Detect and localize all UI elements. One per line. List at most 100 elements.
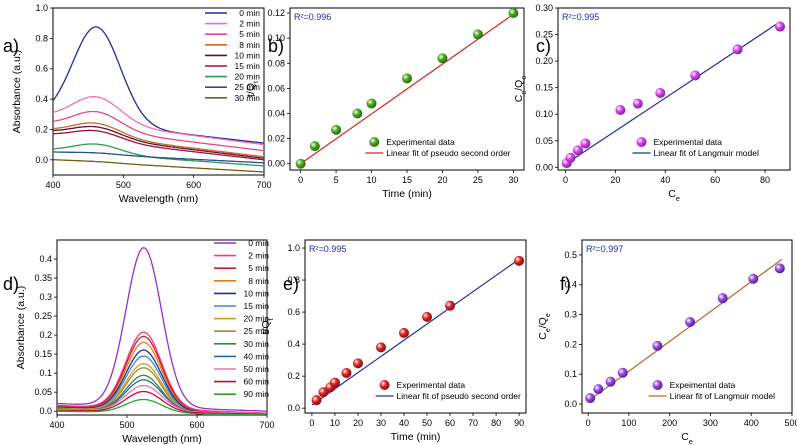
data-point — [437, 53, 448, 64]
legend-label: 20 min — [243, 314, 269, 324]
y-axis-label-text: C — [537, 332, 549, 340]
spectrum-line — [57, 390, 267, 415]
data-point — [732, 44, 743, 55]
plot-frame — [581, 239, 793, 414]
spectrum-line — [53, 96, 264, 146]
legend-label: Expeimental data — [670, 380, 736, 390]
y-tick-label: 0.4 — [287, 339, 300, 349]
legend-marker — [636, 137, 647, 147]
y-axis-label-sub: t — [253, 81, 260, 83]
x-tick-label: 300 — [703, 418, 718, 428]
y-tick-label: 0.06 — [267, 83, 285, 93]
y-tick-label: 0.2 — [564, 339, 577, 349]
y-axis-label-sub: e — [545, 328, 552, 332]
x-axis-label-text: Wavelength (nm) — [122, 433, 202, 445]
y-tick-label: 0.08 — [267, 58, 285, 68]
x-tick-label: 0 — [586, 418, 591, 428]
y-axis-label-sub: e — [521, 91, 528, 95]
spectrum-line — [53, 122, 264, 158]
data-point — [585, 393, 596, 404]
legend-marker — [652, 380, 663, 390]
x-axis-label-text: Time (min) — [382, 188, 432, 200]
legend-label: 60 min — [243, 377, 269, 387]
data-point — [617, 367, 628, 378]
fit-line — [311, 258, 520, 406]
legend-label: 0 min — [248, 238, 269, 248]
spectrum-line — [53, 159, 264, 173]
plot-area — [53, 26, 264, 173]
y-axis-label: Ce/Qe — [513, 76, 528, 103]
r2-annotation: R²=0.995 — [309, 244, 346, 254]
x-tick-label: 80 — [491, 418, 501, 428]
x-tick-label: 500 — [119, 420, 134, 430]
y-tick-label: 0.20 — [535, 56, 553, 66]
y-tick-label: 0.1 — [39, 368, 52, 378]
x-tick-label: 600 — [186, 180, 201, 190]
y-tick-label: 0.0 — [39, 406, 52, 416]
legend-label: Linear fit of Langmuir model — [654, 148, 759, 158]
y-tick-label: 0.02 — [267, 134, 285, 144]
data-point — [655, 87, 666, 98]
plot-area — [311, 255, 525, 406]
panel-f: 01002003004005000.00.10.20.30.40.5f)CeCe… — [537, 239, 797, 445]
panel-b: 0 5 10 15 20 25 30 0.00 0.02 0.04 0.06 0.08 0.10 0.12… — [245, 7, 525, 200]
x-axis-label-sub: e — [689, 439, 693, 445]
spectrum-line — [53, 151, 264, 164]
x-tick-label: 60 — [445, 418, 455, 428]
y-tick-label: 0.04 — [267, 108, 285, 118]
y-axis-label-text: C — [513, 94, 525, 102]
y-tick-label: 0.4 — [35, 94, 48, 104]
legend-label: 5 min — [239, 29, 260, 39]
legend-label: 8 min — [248, 276, 269, 286]
r2-annotation: R²=0.996 — [294, 12, 331, 22]
y-tick-label: 0.3 — [39, 292, 52, 302]
x-tick-label: 5 — [334, 175, 339, 185]
x-tick-label: 30 — [508, 175, 518, 185]
x-tick-label: 20 — [353, 418, 363, 428]
y-tick-label: 0.00 — [535, 162, 553, 172]
legend-label: 15 min — [243, 301, 269, 311]
spectrum-line — [53, 110, 264, 152]
x-tick-label: 500 — [116, 180, 131, 190]
data-point — [331, 124, 342, 135]
legend-label: 30 min — [234, 93, 260, 103]
y-tick-label: 0.8 — [287, 275, 300, 285]
legend-label: Experimental data — [654, 137, 723, 147]
data-point — [632, 98, 643, 109]
y-axis-label-mid: /Q — [537, 317, 549, 328]
y-tick-label: 0.1 — [564, 369, 577, 379]
data-point — [652, 340, 663, 351]
panel-label: f) — [560, 274, 571, 294]
x-tick-label: 20 — [437, 175, 447, 185]
legend-label: 50 min — [243, 364, 269, 374]
x-tick-label: 0 — [298, 175, 303, 185]
y-tick-label: 0.4 — [39, 254, 52, 264]
x-axis-label: Wavelength (nm) — [122, 433, 202, 445]
x-tick-label: 0 — [563, 175, 568, 185]
x-tick-label: 60 — [710, 175, 720, 185]
data-point — [685, 317, 696, 328]
panel-a: 400 500 600 700 0.0 0.2 0.4 0.6 0.8 1.0 a) Waveleng… — [3, 3, 272, 205]
legend-label: 25 min — [234, 82, 260, 92]
plot-area — [295, 8, 519, 169]
data-point — [690, 70, 701, 81]
x-tick-label: 40 — [660, 175, 670, 185]
legend-label: Linear fit of pseudo second order — [397, 391, 521, 401]
data-point — [775, 21, 786, 32]
x-tick-label: 20 — [610, 175, 620, 185]
r2-annotation: R²=0.995 — [562, 12, 599, 22]
spectrum-line — [57, 384, 267, 415]
data-point — [352, 358, 363, 369]
r2-annotation: R²=0.997 — [586, 244, 623, 254]
x-tick-label: 25 — [473, 175, 483, 185]
plot-area — [57, 247, 267, 415]
y-tick-label: 0.0 — [564, 399, 577, 409]
legend-label: 2 min — [248, 251, 269, 261]
y-axis-label: Ce/Qe — [537, 313, 552, 340]
panel-label: b) — [268, 36, 284, 56]
y-tick-label: 0.25 — [535, 30, 553, 40]
data-point — [295, 158, 306, 169]
x-axis-label: Time (min) — [382, 188, 432, 200]
panel-e: 0 10 20 30 40 50 60 70 80 90 0.0 0.2 0.4 0.6 0.8 1.0 e) T… — [260, 239, 527, 443]
